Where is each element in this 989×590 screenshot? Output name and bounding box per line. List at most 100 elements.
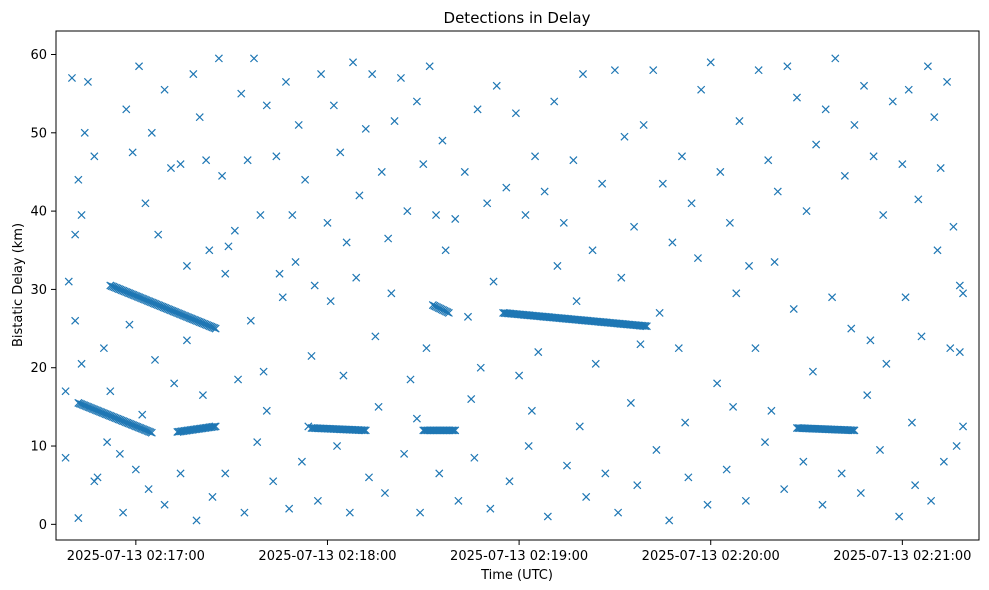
- data-point: [218, 171, 227, 180]
- track-point: [211, 324, 220, 333]
- data-point: [502, 183, 511, 192]
- data-point: [636, 340, 645, 349]
- data-point: [336, 148, 345, 157]
- data-point: [285, 504, 294, 513]
- data-point: [425, 62, 434, 71]
- data-point: [812, 140, 821, 149]
- y-tick-label: 60: [30, 48, 47, 63]
- data-point: [911, 481, 920, 490]
- data-point: [463, 312, 473, 321]
- track-point: [210, 422, 219, 431]
- data-point: [693, 254, 702, 263]
- data-point: [879, 210, 888, 220]
- data-point: [297, 457, 306, 466]
- data-point: [470, 453, 479, 462]
- x-tick-label: 2025-07-13 02:18:00: [258, 549, 396, 564]
- data-point: [144, 485, 153, 494]
- data-point: [406, 375, 415, 384]
- y-tick-label: 20: [30, 361, 47, 376]
- data-point: [301, 175, 310, 184]
- data-point: [476, 363, 485, 372]
- data-point: [339, 371, 348, 380]
- data-point: [115, 449, 124, 458]
- data-point: [601, 469, 610, 478]
- data-point: [706, 58, 715, 67]
- track-point: [211, 422, 220, 431]
- data-point: [400, 449, 409, 458]
- data-point: [224, 242, 233, 251]
- data-point: [317, 70, 326, 79]
- data-point: [639, 120, 648, 129]
- data-point: [80, 128, 89, 137]
- data-point: [141, 199, 150, 208]
- track-point: [642, 322, 651, 331]
- data-point: [505, 477, 514, 486]
- data-point: [904, 85, 913, 94]
- data-point: [275, 269, 284, 278]
- data-point: [294, 120, 303, 129]
- data-point: [575, 422, 584, 431]
- data-point: [333, 442, 342, 451]
- data-point: [412, 97, 421, 106]
- data-point: [524, 442, 533, 451]
- data-point: [677, 152, 687, 161]
- data-point: [687, 199, 696, 208]
- data-point: [553, 261, 562, 270]
- data-point: [329, 101, 338, 110]
- data-point: [633, 481, 642, 490]
- data-point: [64, 277, 73, 286]
- data-points: [61, 54, 968, 525]
- data-point: [99, 344, 108, 353]
- data-point: [614, 508, 623, 517]
- data-point: [176, 160, 185, 169]
- data-point: [249, 54, 259, 63]
- data-point: [278, 293, 287, 302]
- data-point: [61, 453, 70, 462]
- track-point: [641, 322, 650, 331]
- data-point: [837, 469, 846, 478]
- data-point: [380, 488, 389, 498]
- data-point: [927, 496, 936, 505]
- data-point: [237, 89, 246, 98]
- data-point: [435, 469, 444, 478]
- data-point: [77, 359, 86, 368]
- data-point: [71, 316, 80, 325]
- data-point: [792, 93, 801, 102]
- y-tick-label: 0: [39, 518, 47, 533]
- data-point: [281, 77, 290, 86]
- data-point: [182, 261, 191, 270]
- data-point: [936, 164, 945, 173]
- data-point: [90, 477, 99, 486]
- track-point: [848, 426, 858, 435]
- data-point: [722, 465, 731, 474]
- data-point: [272, 152, 281, 161]
- data-point: [438, 136, 447, 145]
- y-tick-label: 40: [30, 205, 47, 220]
- data-point: [103, 438, 112, 447]
- track-point: [358, 426, 367, 435]
- data-point: [735, 117, 744, 126]
- data-point: [882, 359, 891, 368]
- data-point: [550, 97, 559, 106]
- y-tick-label: 10: [30, 440, 47, 455]
- track-point: [147, 428, 156, 437]
- data-point: [828, 293, 837, 302]
- track-point: [847, 426, 856, 435]
- data-point: [591, 359, 600, 368]
- data-point: [269, 477, 278, 486]
- data-point: [460, 167, 469, 176]
- data-point: [840, 171, 849, 180]
- data-point: [620, 132, 629, 141]
- y-axis-label: Bistatic Delay (km): [11, 223, 26, 347]
- plot-frame: [55, 30, 980, 541]
- data-point: [754, 66, 763, 75]
- data-point: [898, 160, 907, 169]
- data-point: [869, 152, 878, 161]
- data-point: [77, 210, 86, 220]
- data-point: [195, 113, 204, 122]
- track-point: [444, 308, 453, 317]
- data-point: [122, 105, 131, 114]
- data-point: [355, 191, 364, 200]
- data-point: [486, 504, 495, 513]
